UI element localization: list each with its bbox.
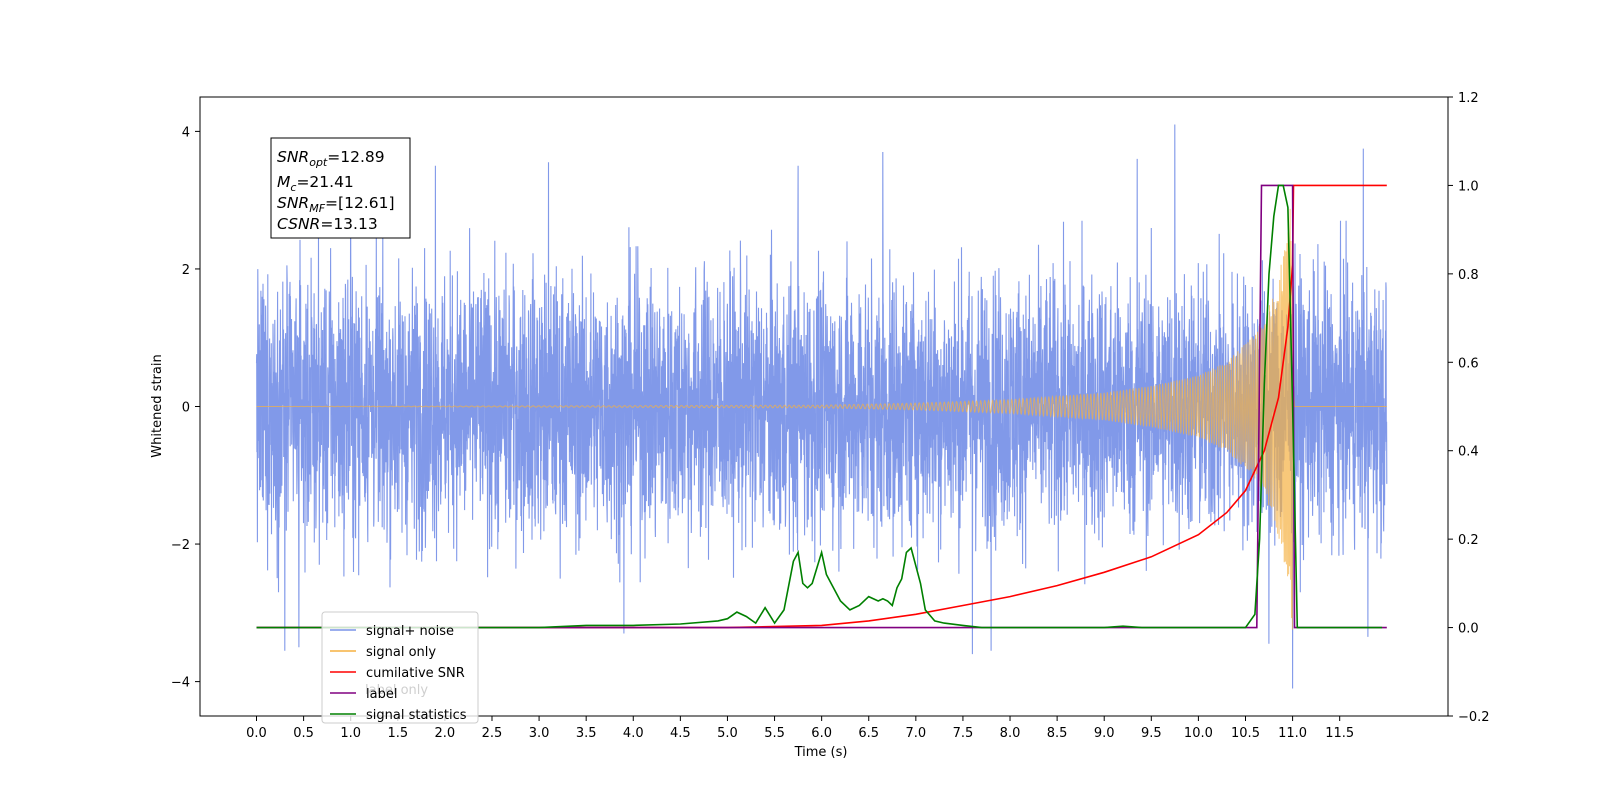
legend-frame	[321, 611, 479, 724]
annotation-box: SNRopt=12.89 Mc=21.41 SNRMF=[12.61] CSNR…	[270, 137, 411, 239]
x-tick-label: 0.0	[246, 726, 267, 741]
x-tick-label: 11.0	[1278, 726, 1307, 741]
annotation-snr-mf: SNRMF=[12.61]	[277, 194, 395, 215]
x-axis-label: Time (s)	[794, 745, 848, 760]
x-tick-label: 7.0	[905, 726, 926, 741]
x-tick-label: 6.5	[858, 726, 879, 741]
right-y-tick-label: 0.4	[1458, 445, 1479, 460]
annotation-csnr: CSNR=13.13	[277, 215, 378, 233]
legend-label: signal+ noise	[366, 624, 454, 639]
right-y-tick-label: 0.8	[1458, 268, 1479, 283]
legend-label: label	[366, 687, 397, 702]
annotation-snr-opt: SNRopt=12.89	[277, 148, 385, 169]
left-y-axis: −4 −2 0 2 4	[171, 125, 200, 691]
x-tick-label: 5.5	[764, 726, 785, 741]
right-y-tick-label: −0.2	[1458, 710, 1490, 725]
x-tick-label: 10.5	[1231, 726, 1260, 741]
legend-item: signal statistics	[330, 708, 467, 723]
right-y-tick-label: 1.0	[1458, 179, 1479, 194]
legend: label only signal+ noise signal only cumil…	[321, 611, 479, 724]
x-tick-label: 9.5	[1141, 726, 1162, 741]
right-y-tick-label: 0.2	[1458, 533, 1479, 548]
left-y-tick-label: 0	[182, 401, 190, 416]
left-y-axis-label: Whitened strain	[150, 354, 165, 457]
right-y-tick-label: 0.0	[1458, 622, 1479, 637]
legend-label: signal statistics	[366, 708, 467, 723]
left-y-tick-label: 4	[182, 125, 190, 140]
x-tick-label: 10.0	[1184, 726, 1213, 741]
x-tick-label: 11.5	[1325, 726, 1354, 741]
series-signal-only-line	[256, 208, 1387, 630]
x-tick-label: 3.0	[529, 726, 550, 741]
x-tick-label: 1.0	[340, 726, 361, 741]
x-tick-label: 0.5	[293, 726, 314, 741]
x-tick-label: 6.0	[811, 726, 832, 741]
series-cumulative-snr-line	[256, 184, 1387, 629]
legend-label: signal only	[366, 645, 436, 660]
x-tick-label: 4.0	[623, 726, 644, 741]
right-y-tick-label: 1.2	[1458, 91, 1479, 106]
legend-item: label	[330, 687, 397, 702]
legend-hidden-fragment: label only	[365, 683, 428, 698]
x-tick-label: 4.5	[670, 726, 691, 741]
legend-item: cumilative SNR	[330, 666, 465, 681]
series-signal-statistics-line	[256, 184, 1383, 629]
legend-item: signal+ noise	[330, 624, 454, 639]
left-y-tick-label: −2	[171, 538, 190, 553]
series-layer	[255, 124, 1388, 689]
left-y-tick-label: 2	[182, 263, 190, 278]
x-tick-label: 1.5	[387, 726, 408, 741]
x-tick-label: 2.5	[482, 726, 503, 741]
legend-item: signal only	[330, 645, 436, 660]
x-tick-label: 2.0	[435, 726, 456, 741]
right-y-axis: −0.2 0.0 0.2 0.4 0.6 0.8 1.0 1.2	[1448, 91, 1490, 725]
x-tick-label: 3.5	[576, 726, 597, 741]
legend-label: cumilative SNR	[366, 666, 465, 681]
annotation-mc: Mc=21.41	[277, 173, 354, 194]
x-tick-label: 8.5	[1047, 726, 1068, 741]
x-tick-label: 7.5	[953, 726, 974, 741]
x-axis: 0.0 0.5 1.0 1.5 2.0 2.5 3.0 3.5 4.0 4.5 5.0 5.5 6.0 6…	[246, 716, 1354, 741]
x-tick-label: 8.0	[1000, 726, 1021, 741]
left-y-tick-label: −4	[171, 676, 190, 691]
x-tick-label: 5.0	[717, 726, 738, 741]
x-tick-label: 9.0	[1094, 726, 1115, 741]
series-signal-noise-line	[255, 124, 1388, 689]
right-y-tick-label: 0.6	[1458, 356, 1479, 371]
